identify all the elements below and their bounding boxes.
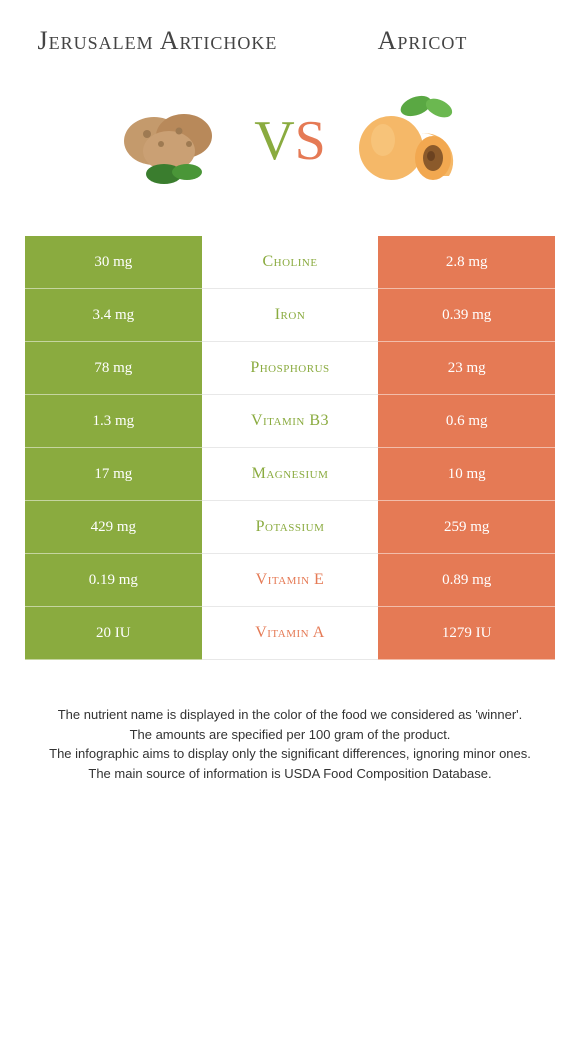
apricot-image bbox=[341, 86, 471, 196]
nutrient-label: Vitamin B3 bbox=[202, 395, 379, 448]
nutrient-label: Vitamin E bbox=[202, 554, 379, 607]
table-row: 30 mgCholine2.8 mg bbox=[25, 236, 555, 289]
left-value: 17 mg bbox=[25, 448, 202, 501]
left-value: 3.4 mg bbox=[25, 289, 202, 342]
footnotes: The nutrient name is displayed in the co… bbox=[25, 705, 555, 783]
right-value: 0.39 mg bbox=[378, 289, 555, 342]
footnote-line: The infographic aims to display only the… bbox=[25, 744, 555, 764]
vs-v-letter: V bbox=[254, 110, 294, 172]
right-value: 10 mg bbox=[378, 448, 555, 501]
nutrient-label: Choline bbox=[202, 236, 379, 289]
right-value: 1279 IU bbox=[378, 607, 555, 660]
vs-label: VS bbox=[254, 109, 326, 173]
left-value: 429 mg bbox=[25, 501, 202, 554]
nutrient-table: 30 mgCholine2.8 mg3.4 mgIron0.39 mg78 mg… bbox=[25, 236, 555, 660]
left-value: 20 IU bbox=[25, 607, 202, 660]
jerusalem-artichoke-image bbox=[109, 86, 239, 196]
footnote-line: The main source of information is USDA F… bbox=[25, 764, 555, 784]
right-value: 0.89 mg bbox=[378, 554, 555, 607]
right-value: 23 mg bbox=[378, 342, 555, 395]
footnote-line: The nutrient name is displayed in the co… bbox=[25, 705, 555, 725]
nutrient-label: Potassium bbox=[202, 501, 379, 554]
right-value: 2.8 mg bbox=[378, 236, 555, 289]
table-row: 17 mgMagnesium10 mg bbox=[25, 448, 555, 501]
right-food-title: Apricot bbox=[290, 25, 555, 56]
table-row: 20 IUVitamin A1279 IU bbox=[25, 607, 555, 660]
table-row: 3.4 mgIron0.39 mg bbox=[25, 289, 555, 342]
table-row: 78 mgPhosphorus23 mg bbox=[25, 342, 555, 395]
nutrient-label: Vitamin A bbox=[202, 607, 379, 660]
footnote-line: The amounts are specified per 100 gram o… bbox=[25, 725, 555, 745]
right-value: 0.6 mg bbox=[378, 395, 555, 448]
table-row: 0.19 mgVitamin E0.89 mg bbox=[25, 554, 555, 607]
left-value: 30 mg bbox=[25, 236, 202, 289]
nutrient-label: Iron bbox=[202, 289, 379, 342]
left-value: 78 mg bbox=[25, 342, 202, 395]
header: Jerusalem Artichoke Apricot bbox=[25, 25, 555, 56]
table-row: 1.3 mgVitamin B30.6 mg bbox=[25, 395, 555, 448]
right-value: 259 mg bbox=[378, 501, 555, 554]
left-value: 1.3 mg bbox=[25, 395, 202, 448]
vs-s-letter: S bbox=[295, 110, 326, 172]
left-value: 0.19 mg bbox=[25, 554, 202, 607]
vs-row: VS bbox=[25, 86, 555, 196]
table-row: 429 mgPotassium259 mg bbox=[25, 501, 555, 554]
nutrient-label: Magnesium bbox=[202, 448, 379, 501]
nutrient-label: Phosphorus bbox=[202, 342, 379, 395]
left-food-title: Jerusalem Artichoke bbox=[25, 25, 290, 56]
